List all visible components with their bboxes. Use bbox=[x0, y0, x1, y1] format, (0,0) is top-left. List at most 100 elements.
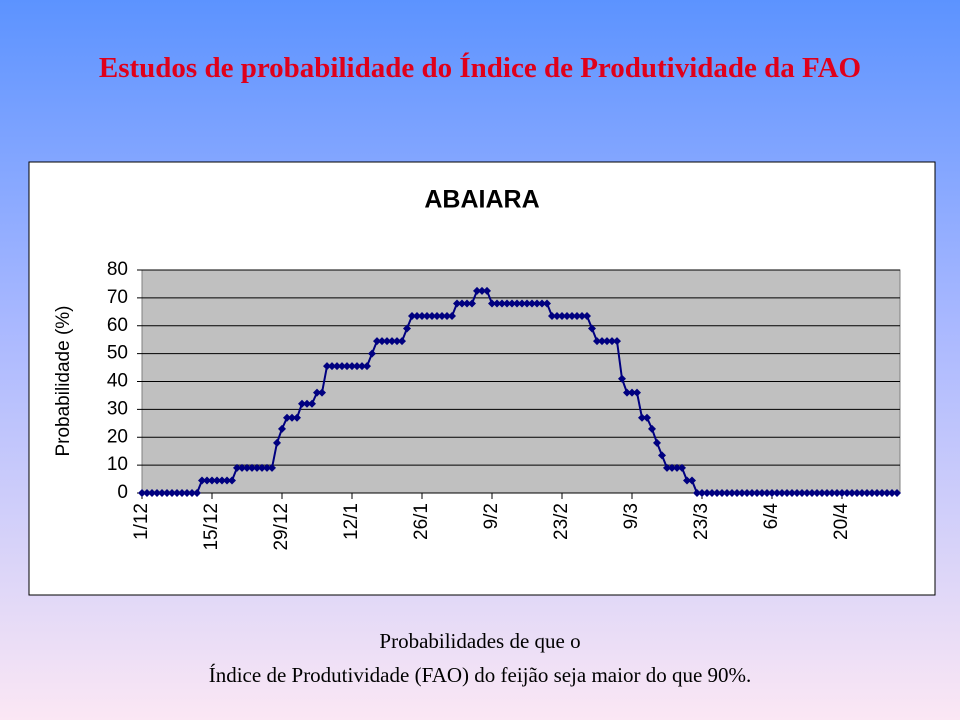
x-tick-label: 23/2 bbox=[551, 503, 572, 540]
data-point bbox=[238, 463, 246, 472]
data-point bbox=[398, 337, 406, 346]
data-point bbox=[593, 337, 601, 346]
data-point bbox=[643, 413, 651, 422]
y-tick-label: 10 bbox=[107, 454, 128, 475]
x-tick-label: 29/12 bbox=[271, 503, 292, 551]
data-point bbox=[783, 489, 791, 497]
data-point bbox=[338, 362, 346, 371]
data-point bbox=[873, 489, 881, 497]
data-point bbox=[663, 463, 671, 472]
data-point bbox=[653, 438, 661, 447]
data-point bbox=[458, 299, 466, 308]
data-point bbox=[473, 286, 481, 295]
data-point bbox=[468, 299, 476, 308]
data-point bbox=[888, 489, 896, 497]
data-point bbox=[423, 311, 431, 320]
data-point bbox=[288, 413, 296, 422]
y-tick-label: 50 bbox=[107, 343, 128, 364]
data-point bbox=[263, 463, 271, 472]
data-point bbox=[798, 489, 806, 497]
data-point bbox=[843, 489, 851, 497]
data-point bbox=[323, 362, 331, 371]
x-tick-label: 9/2 bbox=[481, 503, 502, 529]
data-point bbox=[738, 489, 746, 497]
data-point bbox=[233, 463, 241, 472]
x-tick-label: 23/3 bbox=[691, 503, 712, 540]
x-tick-label: 1/12 bbox=[131, 503, 152, 540]
data-point bbox=[178, 489, 186, 497]
data-point bbox=[733, 489, 741, 497]
data-point bbox=[478, 286, 486, 295]
data-point bbox=[363, 362, 371, 371]
data-point bbox=[533, 299, 541, 308]
data-point bbox=[193, 489, 201, 497]
data-point bbox=[438, 311, 446, 320]
data-point bbox=[703, 489, 711, 497]
data-point bbox=[628, 388, 636, 397]
data-point bbox=[638, 413, 646, 422]
data-point bbox=[418, 311, 426, 320]
data-point bbox=[248, 463, 256, 472]
data-point bbox=[143, 489, 151, 497]
x-tick-label: 12/1 bbox=[341, 503, 362, 540]
chart-title: ABAIARA bbox=[424, 186, 539, 214]
data-point bbox=[428, 311, 436, 320]
data-point bbox=[318, 388, 326, 397]
data-point bbox=[848, 489, 856, 497]
data-point bbox=[253, 463, 261, 472]
data-point bbox=[333, 362, 341, 371]
data-point bbox=[508, 299, 516, 308]
data-point bbox=[518, 299, 526, 308]
data-point bbox=[228, 476, 236, 485]
data-point bbox=[463, 299, 471, 308]
data-point bbox=[433, 311, 441, 320]
data-point bbox=[163, 489, 171, 497]
data-point bbox=[408, 311, 416, 320]
caption-line: Probabilidades de que o bbox=[379, 629, 581, 653]
data-point bbox=[298, 399, 306, 408]
data-point bbox=[148, 489, 156, 497]
y-tick-label: 80 bbox=[107, 259, 128, 280]
x-tick-label: 20/4 bbox=[831, 503, 852, 540]
data-point bbox=[553, 311, 561, 320]
data-point bbox=[813, 489, 821, 497]
data-point bbox=[578, 311, 586, 320]
data-point bbox=[778, 489, 786, 497]
data-point bbox=[868, 489, 876, 497]
data-point bbox=[168, 489, 176, 497]
data-point bbox=[378, 337, 386, 346]
data-point bbox=[883, 489, 891, 497]
data-point bbox=[218, 476, 226, 485]
data-point bbox=[223, 476, 231, 485]
data-point bbox=[328, 362, 336, 371]
data-point bbox=[153, 489, 161, 497]
data-point bbox=[563, 311, 571, 320]
data-point bbox=[498, 299, 506, 308]
y-tick-label: 70 bbox=[107, 287, 128, 308]
data-point bbox=[588, 324, 596, 333]
data-point bbox=[493, 299, 501, 308]
y-tick-label: 60 bbox=[107, 315, 128, 336]
data-point bbox=[138, 489, 146, 497]
x-tick-label: 6/4 bbox=[761, 503, 782, 530]
data-point bbox=[538, 299, 546, 308]
y-tick-label: 40 bbox=[107, 371, 128, 392]
data-point bbox=[443, 311, 451, 320]
data-point bbox=[768, 489, 776, 497]
data-point bbox=[598, 337, 606, 346]
data-point bbox=[863, 489, 871, 497]
data-point bbox=[833, 489, 841, 497]
x-tick-label: 9/3 bbox=[621, 503, 642, 529]
caption-line: Índice de Produtividade (FAO) do feijão … bbox=[208, 663, 752, 687]
y-tick-label: 20 bbox=[107, 426, 128, 447]
data-point bbox=[353, 362, 361, 371]
y-tick-label: 0 bbox=[117, 482, 128, 503]
data-point bbox=[838, 489, 846, 497]
data-point bbox=[773, 489, 781, 497]
data-point bbox=[728, 489, 736, 497]
data-point bbox=[343, 362, 351, 371]
data-point bbox=[513, 299, 521, 308]
data-point bbox=[403, 324, 411, 333]
data-point bbox=[618, 374, 626, 383]
data-point bbox=[283, 413, 291, 422]
